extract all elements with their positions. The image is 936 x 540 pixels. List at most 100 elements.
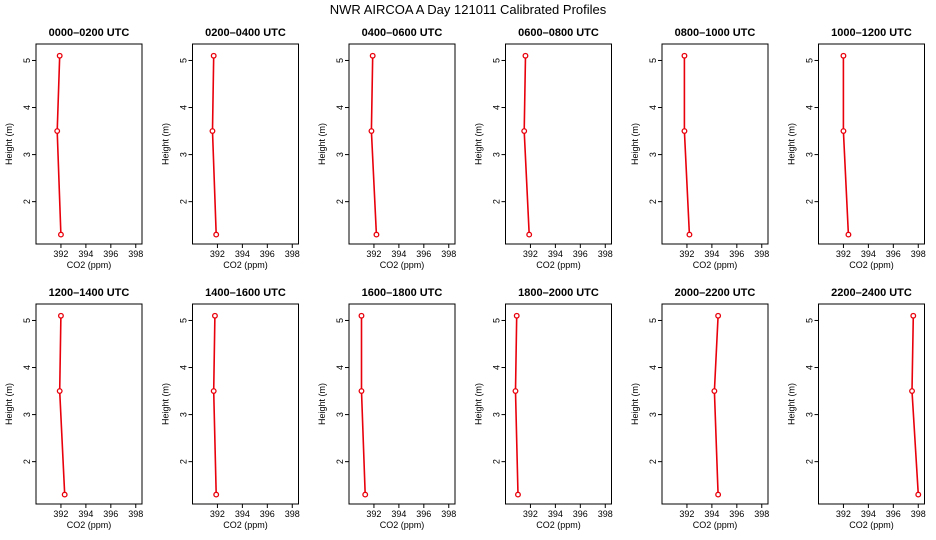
data-point bbox=[57, 312, 64, 319]
x-tick-label: 392 bbox=[53, 509, 68, 519]
y-tick-label: 4 bbox=[492, 105, 502, 110]
y-tick-label: 5 bbox=[22, 318, 32, 323]
y-tick-label: 5 bbox=[805, 318, 815, 323]
y-tick-label: 3 bbox=[335, 412, 345, 417]
panel-title: 2000–2200 UTC bbox=[675, 287, 756, 299]
x-tick-label: 398 bbox=[285, 509, 300, 519]
plot-frame bbox=[35, 303, 143, 505]
chart-panel: 1600–1800 UTC 392 394 396 398 2 3 4 5 CO2 (ppm) He… bbox=[317, 287, 456, 530]
x-tick-label: 398 bbox=[754, 249, 769, 259]
data-point bbox=[56, 388, 63, 395]
data-point bbox=[513, 312, 520, 319]
panel-title: 1800–2000 UTC bbox=[518, 287, 599, 299]
panel-title: 0800–1000 UTC bbox=[675, 27, 756, 39]
y-tick-label: 3 bbox=[179, 412, 189, 417]
data-point bbox=[369, 52, 376, 59]
y-tick-label: 5 bbox=[805, 58, 815, 63]
plot-frame bbox=[505, 43, 612, 245]
x-tick-label: 396 bbox=[103, 249, 118, 259]
x-tick-label: 394 bbox=[548, 509, 563, 519]
data-point bbox=[515, 491, 521, 498]
x-tick-label: 392 bbox=[210, 509, 225, 519]
x-tick-label: 398 bbox=[285, 249, 300, 259]
y-tick-label: 5 bbox=[648, 318, 658, 323]
data-point bbox=[358, 388, 365, 395]
data-point bbox=[715, 312, 722, 319]
data-point bbox=[368, 128, 375, 135]
y-tick-label: 3 bbox=[22, 152, 32, 157]
x-axis-label: CO2 (ppm) bbox=[67, 520, 112, 530]
y-tick-label: 5 bbox=[335, 58, 345, 63]
plot-frame bbox=[818, 43, 925, 245]
y-tick-label: 2 bbox=[22, 199, 32, 204]
x-tick-label: 392 bbox=[523, 509, 538, 519]
x-axis-label: CO2 (ppm) bbox=[67, 260, 112, 270]
x-tick-label: 396 bbox=[573, 249, 588, 259]
y-tick-label: 3 bbox=[492, 412, 502, 417]
x-tick-label: 396 bbox=[260, 509, 275, 519]
y-axis-label: Height (m) bbox=[4, 123, 14, 165]
y-tick-label: 2 bbox=[179, 199, 189, 204]
data-point bbox=[211, 312, 218, 319]
y-axis-label: Height (m) bbox=[161, 383, 171, 425]
y-tick-label: 3 bbox=[648, 152, 658, 157]
data-point bbox=[910, 312, 917, 319]
x-tick-label: 398 bbox=[598, 249, 613, 259]
y-tick-label: 2 bbox=[22, 459, 32, 464]
y-tick-label: 5 bbox=[179, 318, 189, 323]
plot-frame bbox=[661, 303, 769, 505]
y-tick-label: 4 bbox=[805, 105, 815, 110]
x-tick-label: 398 bbox=[754, 509, 769, 519]
x-tick-label: 396 bbox=[103, 509, 118, 519]
data-point bbox=[512, 388, 519, 395]
data-point bbox=[681, 52, 688, 59]
profile-line bbox=[211, 55, 217, 235]
y-axis-label: Height (m) bbox=[787, 383, 797, 425]
x-tick-label: 396 bbox=[886, 249, 901, 259]
plot-frame bbox=[348, 43, 456, 245]
x-tick-label: 392 bbox=[679, 509, 694, 519]
profile-line bbox=[514, 315, 519, 495]
panel-title: 1600–1800 UTC bbox=[362, 287, 443, 299]
panel-title: 0600–0800 UTC bbox=[518, 27, 599, 39]
y-tick-label: 3 bbox=[179, 152, 189, 157]
y-axis-label: Height (m) bbox=[474, 383, 484, 425]
x-tick-label: 398 bbox=[128, 509, 143, 519]
x-tick-label: 398 bbox=[911, 249, 926, 259]
x-tick-label: 394 bbox=[78, 249, 93, 259]
y-tick-label: 4 bbox=[179, 365, 189, 370]
y-tick-label: 3 bbox=[648, 412, 658, 417]
y-tick-label: 4 bbox=[179, 105, 189, 110]
data-point bbox=[845, 231, 852, 238]
x-tick-label: 392 bbox=[523, 249, 538, 259]
x-tick-label: 396 bbox=[573, 509, 588, 519]
data-point bbox=[373, 231, 380, 238]
x-tick-label: 394 bbox=[548, 249, 563, 259]
data-point bbox=[686, 231, 693, 238]
plot-frame bbox=[192, 43, 299, 245]
chart-panel: 0600–0800 UTC 392 394 396 398 2 3 4 5 CO2 (ppm) He… bbox=[474, 27, 613, 270]
x-axis-label: CO2 (ppm) bbox=[849, 260, 894, 270]
profile-line bbox=[842, 55, 850, 235]
data-point bbox=[213, 231, 220, 238]
x-tick-label: 392 bbox=[366, 249, 381, 259]
plot-frame bbox=[35, 43, 143, 245]
x-tick-label: 394 bbox=[704, 249, 719, 259]
x-tick-label: 396 bbox=[729, 249, 744, 259]
chart-panel: 1400–1600 UTC 392 394 396 398 2 3 4 5 CO2 (ppm) He… bbox=[161, 287, 300, 530]
data-point bbox=[362, 491, 369, 498]
x-tick-label: 394 bbox=[78, 509, 93, 519]
x-tick-label: 394 bbox=[235, 509, 250, 519]
y-axis-label: Height (m) bbox=[4, 383, 14, 425]
x-axis-label: CO2 (ppm) bbox=[223, 260, 268, 270]
x-tick-label: 398 bbox=[911, 509, 926, 519]
chart-panel: 1800–2000 UTC 392 394 396 398 2 3 4 5 CO2 (ppm) He… bbox=[474, 287, 613, 530]
profile-line bbox=[713, 315, 719, 495]
y-tick-label: 4 bbox=[22, 105, 32, 110]
profile-line bbox=[56, 55, 62, 235]
data-point bbox=[521, 128, 528, 135]
y-tick-label: 5 bbox=[335, 318, 345, 323]
plot-frame bbox=[661, 43, 769, 245]
x-tick-label: 392 bbox=[679, 249, 694, 259]
